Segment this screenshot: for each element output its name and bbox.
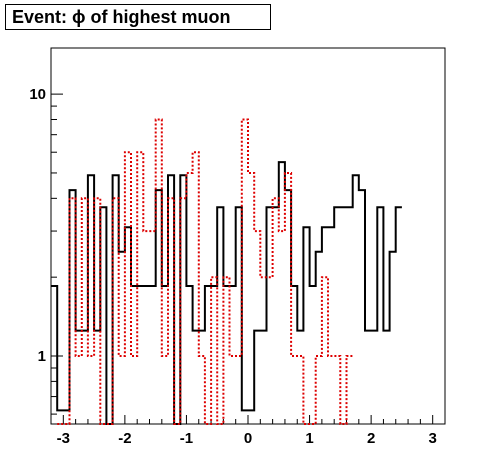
series-line (57, 118, 353, 425)
x-tick-label: -2 (118, 430, 131, 447)
x-tick-label: -1 (180, 430, 193, 447)
axes: -3 -2 -1 0 1 2 3 1 10 (29, 86, 446, 447)
y-tick-label: 1 (38, 348, 46, 365)
series-layer (51, 118, 402, 425)
series-1 (57, 118, 353, 425)
series-line (51, 161, 402, 425)
x-tick-label: 3 (429, 430, 437, 447)
x-tick-label: 0 (244, 430, 252, 447)
x-tick-label: 1 (305, 430, 313, 447)
x-tick-label: -3 (57, 430, 70, 447)
series-0 (51, 161, 402, 425)
chart-title: Event: ϕ of highest muon (5, 4, 271, 30)
x-tick-label: 2 (367, 430, 375, 447)
plot-frame (50, 47, 446, 425)
y-tick-label: 10 (29, 86, 46, 103)
